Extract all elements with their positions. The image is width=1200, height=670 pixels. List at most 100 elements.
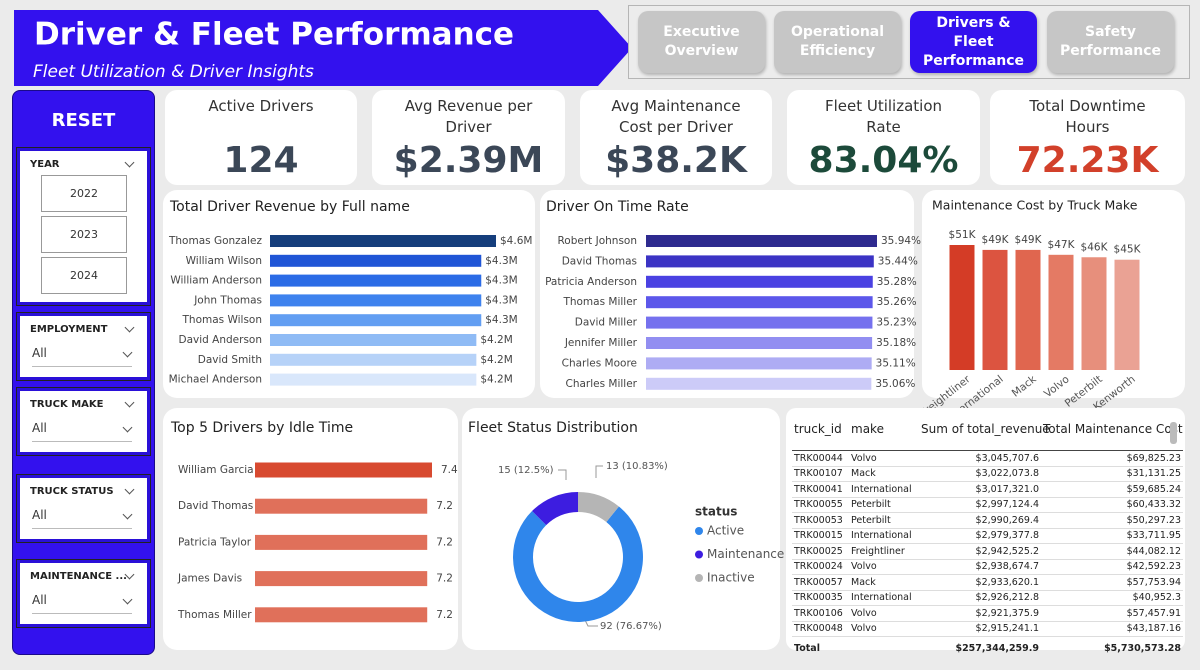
slicer-option[interactable]: 2022 [41, 175, 127, 212]
header-banner [14, 10, 632, 86]
bar [255, 607, 428, 623]
leader-line [595, 465, 603, 478]
bar [255, 462, 432, 478]
chevron[interactable] [124, 397, 135, 408]
chevron[interactable] [124, 157, 135, 168]
donut-slice [578, 492, 619, 523]
table-cell: Peterbilt [849, 512, 915, 529]
data-label: 35.44% [878, 255, 918, 267]
data-label: 92 (76.67%) [600, 621, 662, 632]
bar [646, 235, 877, 247]
table-cell: TRK00106 [792, 605, 849, 622]
y-tick-label: David Anderson [179, 334, 262, 346]
y-tick-label: William Garcia [178, 464, 254, 476]
kpi-card: Active Drivers 124 [165, 90, 357, 185]
y-tick-label: Michael Anderson [169, 374, 262, 386]
nav-button[interactable]: Operational Efficiency [774, 11, 901, 73]
scrollbar[interactable] [1170, 422, 1177, 444]
table-cell: $2,933,620.1 [915, 574, 1041, 591]
data-label: $4.2M [480, 334, 512, 346]
bar [270, 314, 482, 327]
table-cell: $50,297.23 [1041, 512, 1183, 529]
bar [949, 245, 975, 370]
chevron[interactable] [124, 484, 135, 495]
dropdown[interactable]: All [32, 346, 132, 367]
table-cell: $42,592.23 [1041, 559, 1183, 575]
slicer-option[interactable]: 2023 [41, 216, 127, 253]
legend-label: Maintenance [707, 547, 784, 561]
table-cell: Freightliner [849, 543, 915, 560]
dropdown[interactable]: All [32, 508, 132, 529]
column-header[interactable]: truck_id [792, 418, 849, 451]
bar [270, 294, 482, 307]
slicer-title: TRUCK MAKE [30, 399, 104, 410]
table-cell: $43,187.16 [1041, 621, 1183, 637]
table-cell: TRK00048 [792, 621, 849, 637]
table-cell: $2,997,124.4 [915, 497, 1041, 513]
kpi-card: Total Downtime Hours 72.23K [990, 90, 1185, 185]
table-cell: TRK00024 [792, 559, 849, 575]
data-label: 13 (10.83%) [606, 461, 668, 472]
slicer: TRUCK STATUS All [16, 474, 151, 543]
legend-marker [695, 550, 703, 559]
bar [646, 255, 874, 268]
kpi-value: $2.39M [393, 140, 544, 181]
table-row: TRK00048 Volvo $2,915,241.1 $43,187.16 [792, 621, 1183, 637]
y-tick-label: Thomas Miller [177, 609, 252, 621]
dropdown[interactable]: All [32, 421, 132, 442]
table-cell: International [849, 528, 915, 544]
table-row: TRK00024 Volvo $2,938,674.7 $42,592.23 [792, 559, 1183, 575]
slicer-option[interactable]: 2024 [41, 257, 127, 294]
bar [646, 275, 873, 288]
kpi-label: Avg Maintenance Cost per Driver [611, 97, 741, 136]
table-cell: Volvo [849, 559, 915, 575]
legend-label: Inactive [707, 571, 755, 585]
column-header[interactable]: Total Maintenance Cost [1041, 418, 1183, 451]
table-cell: $3,022,073.8 [915, 466, 1041, 482]
bar [1048, 254, 1074, 370]
bar [1114, 259, 1140, 370]
nav-button[interactable]: Drivers & Fleet Performance [910, 11, 1037, 73]
kpi-card: Fleet Utilization Rate 83.04% [787, 90, 980, 185]
table-cell: $2,990,269.4 [915, 512, 1041, 529]
table-row: TRK00106 Volvo $2,921,375.9 $57,457.91 [792, 605, 1183, 622]
table-cell: $2,926,212.8 [915, 590, 1041, 606]
data-label: 35.26% [877, 296, 917, 308]
bar [646, 357, 872, 370]
table-row: TRK00035 International $2,926,212.8 $40,952… [792, 590, 1183, 606]
y-tick-label: David Smith [198, 354, 262, 366]
table-cell: Volvo [849, 450, 915, 467]
data-label: $4.6M [500, 235, 532, 247]
chevron[interactable] [124, 322, 135, 333]
y-tick-label: David Thomas [178, 500, 253, 512]
kpi-label: Total Downtime Hours [1029, 97, 1146, 136]
table-row: TRK00041 International $3,017,321.0 $59,685… [792, 481, 1183, 498]
table-cell: $44,082.12 [1041, 543, 1183, 560]
reset-button[interactable]: RESET [51, 109, 116, 131]
column-header[interactable]: Sum of total_revenue [915, 418, 1050, 451]
kpi-card: Avg Maintenance Cost per Driver $38.2K [580, 90, 772, 185]
data-label: $4.3M [485, 314, 517, 326]
table-cell: TRK00044 [792, 450, 849, 467]
slicer-title: MAINTENANCE ... [30, 571, 127, 582]
kpi-value: 83.04% [808, 140, 959, 181]
data-label: $46K [1081, 241, 1109, 253]
data-label: 35.18% [876, 337, 916, 349]
y-tick-label: Patricia Anderson [545, 276, 637, 288]
kpi-label: Fleet Utilization Rate [824, 97, 943, 136]
nav-button[interactable]: Safety Performance [1047, 11, 1174, 73]
dropdown[interactable]: All [32, 593, 132, 614]
data-label: 7.2 [436, 536, 453, 548]
data-label: 7.4 [441, 464, 458, 476]
nav-button[interactable]: Executive Overview [638, 11, 765, 73]
bar [1081, 257, 1107, 370]
kpi-label: Avg Revenue per Driver [404, 97, 533, 136]
slicer: EMPLOYMENT All [16, 312, 151, 381]
column-header[interactable]: make [849, 418, 915, 451]
table-cell: $57,457.91 [1041, 605, 1183, 622]
bar [1015, 249, 1041, 370]
slicer: TRUCK MAKE All [16, 387, 151, 456]
table-cell: $5,730,573.28 [1041, 636, 1183, 659]
